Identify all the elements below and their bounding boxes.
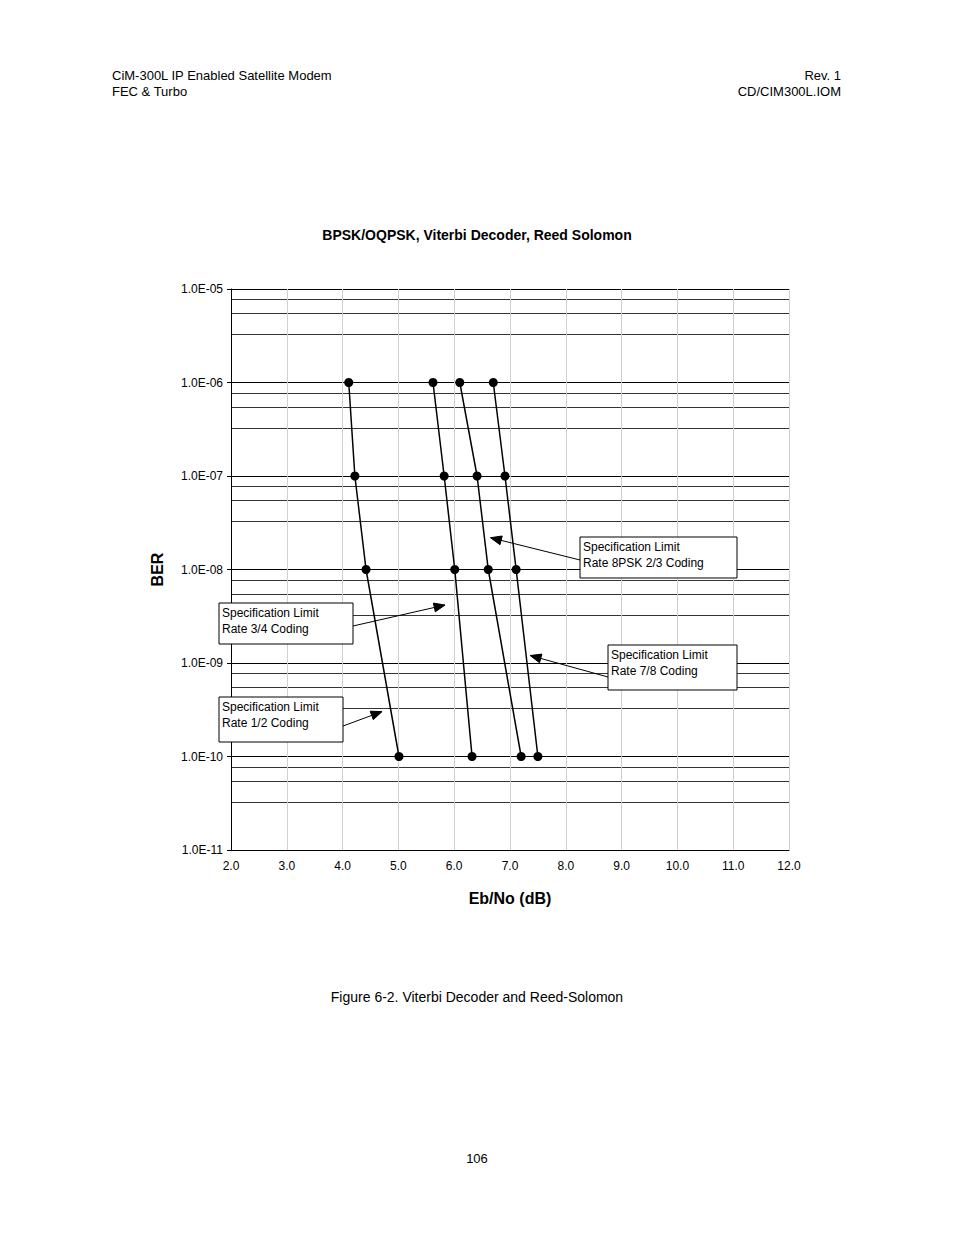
html-text:CiM-300L IP Enabled Satellite: CiM-300L IP Enabled Satellite Modem [112,68,332,83]
svg-text:Eb/No (dB): Eb/No (dB) [469,890,552,907]
html-text:106: 106 [466,1151,488,1166]
svg-text:3.0: 3.0 [278,859,295,873]
svg-text:4.0: 4.0 [334,859,351,873]
html-text:CD/CIM300L.IOM: CD/CIM300L.IOM [737,84,841,99]
svg-text:1.0E-06: 1.0E-06 [181,376,223,390]
svg-text:6.0: 6.0 [446,859,463,873]
svg-text:11.0: 11.0 [722,859,745,873]
svg-text:2.0: 2.0 [223,859,240,873]
svg-text:1.0E-09: 1.0E-09 [181,656,223,670]
svg-text:Rate 1/2 Coding: Rate 1/2 Coding [222,716,309,730]
svg-text:Specification Limit: Specification Limit [222,700,319,714]
svg-text:Specification Limit: Specification Limit [583,540,680,554]
svg-text:1.0E-10: 1.0E-10 [181,750,223,764]
svg-text:1.0E-05: 1.0E-05 [181,282,223,296]
svg-text:Rate 3/4 Coding: Rate 3/4 Coding [222,622,309,636]
svg-text:BER: BER [149,552,166,586]
svg-text:10.0: 10.0 [666,859,690,873]
svg-text:12.0: 12.0 [777,859,801,873]
svg-text:5.0: 5.0 [390,859,407,873]
html-text:Figure 6-2. Viterbi Decoder an: Figure 6-2. Viterbi Decoder and Reed-Sol… [330,989,624,1005]
html-text:FEC & Turbo: FEC & Turbo [112,84,188,99]
svg-text:8.0: 8.0 [557,859,574,873]
svg-text:7.0: 7.0 [502,859,519,873]
svg-text:Rate 7/8 Coding: Rate 7/8 Coding [611,664,698,678]
svg-text:Specification Limit: Specification Limit [611,648,708,662]
svg-text:Rate 8PSK 2/3 Coding: Rate 8PSK 2/3 Coding [583,556,704,570]
svg-text:1.0E-11: 1.0E-11 [182,843,223,857]
svg-text:1.0E-07: 1.0E-07 [181,469,223,483]
svg-text:BPSK/OQPSK, Viterbi Decoder, R: BPSK/OQPSK, Viterbi Decoder, Reed Solomo… [322,227,631,243]
svg-text:9.0: 9.0 [613,859,630,873]
svg-text:1.0E-08: 1.0E-08 [181,563,223,577]
svg-text:Specification Limit: Specification Limit [222,606,319,620]
html-text:Rev. 1: Rev. 1 [804,68,841,83]
